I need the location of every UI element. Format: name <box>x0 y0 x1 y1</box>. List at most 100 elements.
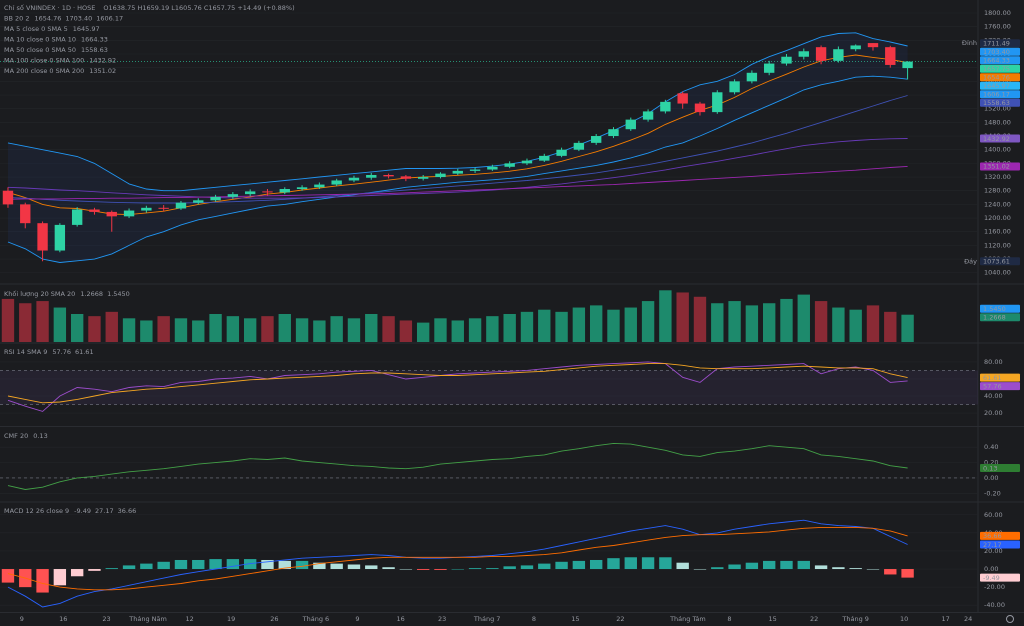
value-tag <box>980 373 1020 382</box>
value-tag-label: Đáy <box>964 257 977 265</box>
y-tick-label: 40.00 <box>984 392 1003 400</box>
histogram-bar <box>641 557 655 570</box>
volume-bar <box>243 318 257 342</box>
overlay-line <box>7 54 908 216</box>
volume-bar <box>659 290 672 342</box>
value-tag-text: 27.17 <box>983 541 1002 549</box>
y-tick-label: 1600.00 <box>984 77 1011 85</box>
candle-body <box>815 47 827 61</box>
y-tick-label: -20.00 <box>984 583 1005 591</box>
histogram-bar <box>174 559 188 570</box>
x-tick-label: 8 <box>532 615 536 623</box>
volume-bar <box>884 311 897 342</box>
candle-body <box>89 209 100 212</box>
histogram-bar <box>88 569 101 571</box>
volume-bar <box>434 318 447 342</box>
candle-body <box>642 111 654 120</box>
histogram-bar <box>901 569 914 578</box>
histogram-bar <box>36 569 49 593</box>
candle-body <box>244 191 256 195</box>
candle-body <box>867 43 879 48</box>
y-tick-label: 0.00 <box>984 474 998 482</box>
candle-body <box>521 160 533 164</box>
histogram-bar <box>451 569 464 570</box>
volume-bar <box>780 298 793 342</box>
legend-value: 1654.76 <box>34 15 61 23</box>
histogram-bar <box>192 559 205 570</box>
value-tag <box>980 73 1020 82</box>
histogram-bar <box>659 557 672 570</box>
histogram-bar <box>382 567 395 570</box>
volume-bar <box>19 303 32 342</box>
histogram-bar <box>607 558 620 570</box>
histogram-bar <box>105 568 118 570</box>
histogram-bar <box>745 562 759 570</box>
legend-value: 1432.92 <box>89 57 116 65</box>
x-tick-label: 22 <box>616 615 624 623</box>
candle-body <box>781 56 792 64</box>
y-tick-label: 1120.00 <box>984 241 1011 249</box>
histogram-bar <box>295 560 309 570</box>
candle-body <box>885 47 896 65</box>
histogram-bar <box>555 561 568 570</box>
volume-bar <box>676 292 689 342</box>
legend-name: BB 20 2 <box>4 15 29 23</box>
volume-bar <box>520 311 534 342</box>
volume-bar <box>382 316 395 342</box>
candle-body <box>37 223 48 251</box>
value-tag <box>980 540 1020 549</box>
value-tag-text: 57.76 <box>983 382 1002 390</box>
legend-value: 1.5450 <box>107 290 130 298</box>
volume-bar <box>572 307 586 342</box>
value-tag-text: 1.2668 <box>983 314 1006 322</box>
volume-bar <box>140 320 153 342</box>
volume-bar <box>105 311 118 342</box>
histogram-bar <box>140 563 153 570</box>
x-tick-label: 24 <box>964 615 972 623</box>
legend-value: 1.2668 <box>80 290 103 298</box>
volume-bar <box>624 307 637 342</box>
histogram-bar <box>693 569 707 570</box>
value-tag-text: 1703.40 <box>983 48 1010 56</box>
volume-bar <box>797 294 810 342</box>
indicator-line <box>7 526 908 591</box>
value-tag-text: -9.49 <box>983 574 1000 582</box>
y-tick-label: 1240.00 <box>984 200 1011 208</box>
candle-body <box>452 170 463 174</box>
y-tick-label: 60.00 <box>984 511 1003 519</box>
volume-bar <box>503 314 516 342</box>
x-tick-label: 17 <box>942 615 950 623</box>
value-tag <box>980 81 1020 90</box>
candle-body <box>798 51 809 57</box>
legend-value: 1703.40 <box>65 15 92 23</box>
histogram-bar <box>70 569 84 577</box>
legend-value: 1606.17 <box>96 15 123 23</box>
legend-name: MA 10 close 0 SMA 10 <box>4 36 76 44</box>
histogram-bar <box>468 568 482 570</box>
value-tag <box>980 64 1020 73</box>
indicator-line <box>7 442 908 490</box>
volume-bar <box>365 314 378 342</box>
volume-bar <box>157 316 170 342</box>
value-tag-text: 0.13 <box>983 464 997 472</box>
legend-name: MACD 12 26 close 9 <box>4 507 69 515</box>
candle-body <box>625 119 636 130</box>
overlay-line <box>7 95 908 204</box>
y-tick-label: 1320.00 <box>984 173 1011 181</box>
value-tag-text: 61.61 <box>983 374 1002 382</box>
candle-body <box>850 45 861 50</box>
histogram-bar <box>538 563 551 570</box>
value-tag-label: Đỉnh <box>962 39 977 47</box>
settings-icon[interactable] <box>1006 615 1014 623</box>
histogram-bar <box>278 560 291 570</box>
candle-body <box>262 191 273 193</box>
volume-bar <box>538 309 551 342</box>
y-tick-label: -40.00 <box>984 601 1005 609</box>
value-tag <box>980 531 1020 540</box>
candle-body <box>417 177 429 179</box>
x-tick-label: 9 <box>355 615 359 623</box>
volume-bar <box>53 307 67 342</box>
volume-bar <box>70 314 84 342</box>
x-tick-label: Tháng 9 <box>841 615 869 623</box>
candle-body <box>331 180 342 185</box>
